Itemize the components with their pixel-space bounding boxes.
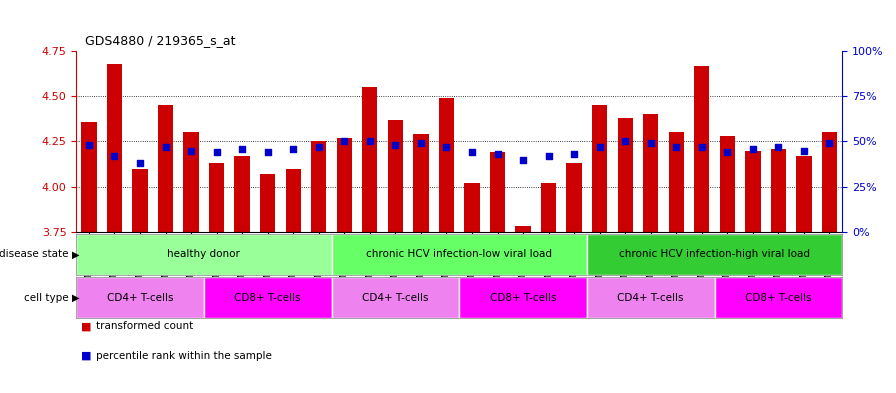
Point [184, 147, 198, 154]
Point [286, 145, 300, 152]
Bar [388, 120, 403, 232]
Text: chronic HCV infection-high viral load: chronic HCV infection-high viral load [619, 250, 810, 259]
Point [82, 142, 96, 148]
Point [720, 149, 735, 156]
Bar [76, 234, 332, 275]
Point [771, 144, 786, 150]
Bar [332, 234, 587, 275]
Bar [771, 149, 786, 232]
Point [261, 149, 275, 156]
Bar [286, 169, 301, 232]
Text: healthy donor: healthy donor [168, 250, 240, 259]
Bar [745, 151, 761, 232]
Bar [413, 134, 428, 232]
Point [823, 140, 837, 147]
Point [235, 145, 249, 152]
Point [133, 160, 147, 166]
Bar [797, 156, 812, 232]
Bar [76, 277, 204, 318]
Bar [337, 138, 352, 232]
Point [592, 144, 607, 150]
Text: ▶: ▶ [72, 250, 79, 259]
Bar [332, 277, 460, 318]
Bar [715, 277, 842, 318]
Bar [204, 277, 332, 318]
Bar [822, 132, 837, 232]
Point [159, 144, 173, 150]
Bar [362, 87, 377, 232]
Point [312, 144, 326, 150]
Text: CD8+ T-cells: CD8+ T-cells [235, 293, 301, 303]
Text: cell type: cell type [24, 293, 72, 303]
Point [439, 144, 453, 150]
Point [618, 138, 633, 145]
Text: CD8+ T-cells: CD8+ T-cells [490, 293, 556, 303]
Point [465, 149, 479, 156]
Bar [668, 132, 684, 232]
Text: ■: ■ [81, 321, 91, 331]
Point [490, 151, 504, 157]
Bar [719, 136, 735, 232]
Text: percentile rank within the sample: percentile rank within the sample [96, 351, 271, 361]
Text: CD8+ T-cells: CD8+ T-cells [745, 293, 812, 303]
Point [567, 151, 582, 157]
Point [414, 140, 428, 147]
Bar [184, 132, 199, 232]
Bar [566, 163, 582, 232]
Point [210, 149, 224, 156]
Bar [587, 234, 842, 275]
Bar [158, 105, 173, 232]
Point [797, 147, 811, 154]
Point [694, 144, 709, 150]
Point [363, 138, 377, 145]
Bar [592, 105, 607, 232]
Bar [311, 141, 326, 232]
Point [108, 153, 122, 159]
Text: chronic HCV infection-low viral load: chronic HCV infection-low viral load [366, 250, 552, 259]
Text: CD4+ T-cells: CD4+ T-cells [362, 293, 428, 303]
Bar [209, 163, 224, 232]
Text: transformed count: transformed count [96, 321, 194, 331]
Bar [439, 98, 454, 232]
Point [669, 144, 684, 150]
Bar [643, 114, 659, 232]
Bar [235, 156, 250, 232]
Bar [82, 121, 97, 232]
Point [643, 140, 658, 147]
Bar [694, 66, 710, 232]
Point [541, 153, 556, 159]
Bar [587, 277, 714, 318]
Text: CD4+ T-cells: CD4+ T-cells [617, 293, 684, 303]
Point [337, 138, 351, 145]
Bar [260, 174, 275, 232]
Bar [617, 118, 633, 232]
Point [516, 156, 530, 163]
Bar [490, 152, 505, 232]
Bar [107, 64, 122, 232]
Bar [460, 277, 587, 318]
Text: GDS4880 / 219365_s_at: GDS4880 / 219365_s_at [85, 34, 236, 47]
Text: ■: ■ [81, 351, 91, 361]
Bar [541, 183, 556, 232]
Point [388, 142, 402, 148]
Text: CD4+ T-cells: CD4+ T-cells [107, 293, 173, 303]
Point [745, 145, 760, 152]
Text: ▶: ▶ [72, 293, 79, 303]
Bar [133, 169, 148, 232]
Bar [515, 226, 530, 232]
Bar [464, 183, 479, 232]
Text: disease state: disease state [0, 250, 72, 259]
